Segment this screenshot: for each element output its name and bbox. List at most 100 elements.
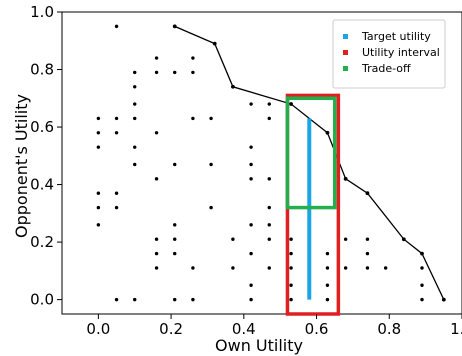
- scatter-point-69: [133, 297, 137, 302]
- scatter-point-75: [420, 297, 424, 302]
- scatter-point-11: [267, 102, 271, 106]
- scatter-point-37: [96, 223, 101, 227]
- legend-target-utility-label: Target utility: [361, 30, 431, 43]
- scatter-point-30: [267, 177, 271, 181]
- scatter-point-41: [154, 237, 159, 241]
- scatter-point-58: [289, 266, 293, 270]
- scatter-point-62: [383, 266, 388, 270]
- pareto-point-1: [212, 41, 217, 46]
- scatter-point-40: [267, 223, 271, 227]
- scatter-point-59: [325, 266, 330, 270]
- x-tick-label-0: 0.0: [86, 320, 110, 338]
- scatter-point-12: [96, 116, 101, 121]
- scatter-point-13: [114, 116, 119, 121]
- scatter-point-2: [154, 56, 159, 60]
- scatter-point-23: [249, 145, 253, 149]
- scatter-point-8: [133, 85, 137, 89]
- highlight-overlays: [285, 93, 341, 316]
- scatter-point-29: [249, 177, 253, 181]
- scatter-point-71: [191, 297, 195, 302]
- scatter-point-27: [249, 162, 253, 167]
- y-tick-label-0: 0.0: [30, 291, 54, 309]
- scatter-point-36: [267, 205, 271, 210]
- scatter-point-24: [133, 162, 137, 167]
- scatter-point-35: [209, 205, 213, 210]
- scatter-point-38: [173, 223, 177, 227]
- y-tick-label-2: 0.4: [30, 176, 54, 194]
- scatter-point-73: [289, 297, 293, 302]
- scatter-point-72: [249, 297, 253, 302]
- scatter-point-18: [96, 131, 101, 135]
- scatter-point-54: [154, 266, 159, 270]
- pareto-point-7: [401, 237, 406, 242]
- scatter-point-45: [289, 237, 293, 241]
- scatter-point-22: [133, 145, 137, 149]
- pareto-frontier-line: [174, 25, 445, 300]
- scatter-point-53: [365, 251, 370, 256]
- scatter-point-21: [96, 145, 101, 149]
- scatter-point-55: [191, 266, 195, 270]
- scatter-point-17: [267, 116, 271, 121]
- pareto-point-3: [289, 102, 293, 106]
- scatter-point-63: [420, 266, 424, 270]
- scatter-point-74: [325, 297, 330, 302]
- scatter-point-68: [114, 297, 119, 302]
- scatter-point-65: [289, 283, 293, 287]
- pareto-point-0: [172, 24, 177, 29]
- scatter-point-25: [173, 162, 177, 167]
- scatter-point-42: [173, 237, 177, 241]
- legend-box: [332, 19, 446, 89]
- pareto-point-6: [365, 191, 370, 196]
- scatter-point-56: [231, 266, 235, 270]
- scatter-point-51: [289, 251, 293, 256]
- legend-utility-interval-label: Utility interval: [362, 46, 440, 59]
- pareto-point-5: [343, 176, 348, 181]
- x-tick-label-5: 1.0: [450, 320, 462, 338]
- y-axis: 0.0 0.2 0.4 0.6 0.8 1.0: [30, 3, 62, 309]
- scatter-point-7: [191, 70, 195, 75]
- scatter-point-6: [173, 70, 177, 75]
- y-tick-label-1: 0.2: [30, 233, 54, 251]
- scatter-point-16: [209, 116, 213, 121]
- scatter-point-70: [173, 297, 177, 302]
- scatter-point-15: [191, 116, 195, 121]
- scatter-point-67: [420, 283, 424, 287]
- pareto-point-8: [420, 251, 424, 256]
- scatter-point-50: [249, 251, 253, 256]
- scatter-point-14: [133, 116, 137, 121]
- scatter-point-0: [114, 24, 119, 29]
- y-axis-label: Opponent's Utility: [12, 94, 31, 238]
- scatter-point-31: [96, 191, 101, 195]
- scatter-point-33: [96, 205, 101, 210]
- scatter-point-32: [114, 191, 119, 195]
- scatter-point-61: [365, 266, 370, 270]
- x-tick-label-3: 0.6: [305, 320, 329, 338]
- scatter-point-60: [343, 266, 348, 270]
- scatter-point-48: [154, 251, 159, 256]
- x-axis-label: Own Utility: [215, 336, 303, 355]
- y-tick-label-4: 0.8: [30, 61, 54, 79]
- scatter-point-57: [267, 266, 271, 270]
- scatter-point-43: [231, 237, 235, 241]
- scatter-point-19: [114, 131, 119, 135]
- legend: Target utility Utility interval Trade-of…: [332, 19, 446, 89]
- trade-off-box: [285, 96, 337, 210]
- scatter-point-4: [133, 70, 137, 75]
- y-tick-label-3: 0.6: [30, 118, 54, 136]
- scatter-point-52: [325, 251, 330, 256]
- scatter-point-46: [343, 237, 348, 241]
- scatter-point-39: [249, 223, 253, 227]
- scatter-point-5: [154, 70, 159, 75]
- scatter-point-26: [209, 162, 213, 167]
- y-tick-label-5: 1.0: [30, 3, 54, 21]
- legend-utility-interval-swatch: [343, 50, 348, 55]
- scatter-point-66: [325, 283, 330, 287]
- pareto-frontier: [172, 24, 446, 302]
- x-axis: 0.0 0.2 0.4 0.6 0.8 1.0: [86, 314, 462, 338]
- legend-target-utility-swatch: [343, 34, 348, 39]
- scatter-point-47: [365, 237, 370, 241]
- pareto-point-2: [231, 84, 235, 89]
- pareto-point-9: [441, 297, 446, 302]
- scatter-point-10: [249, 102, 253, 106]
